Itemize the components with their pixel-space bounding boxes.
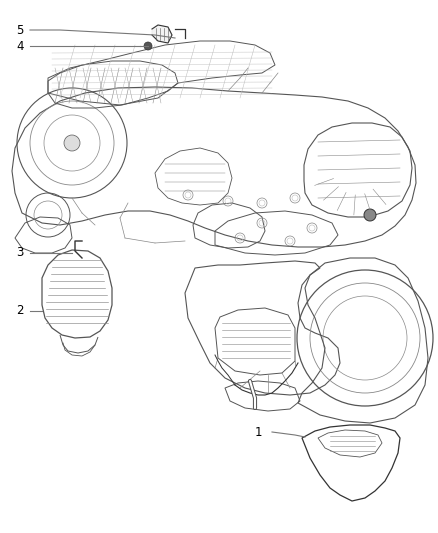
Polygon shape bbox=[152, 25, 172, 43]
Text: 1: 1 bbox=[254, 425, 262, 439]
Circle shape bbox=[144, 42, 152, 50]
Text: 2: 2 bbox=[16, 304, 24, 318]
Circle shape bbox=[364, 209, 376, 221]
Text: 3: 3 bbox=[16, 246, 24, 260]
Circle shape bbox=[64, 135, 80, 151]
Text: 4: 4 bbox=[16, 39, 24, 52]
Text: 5: 5 bbox=[16, 23, 24, 36]
